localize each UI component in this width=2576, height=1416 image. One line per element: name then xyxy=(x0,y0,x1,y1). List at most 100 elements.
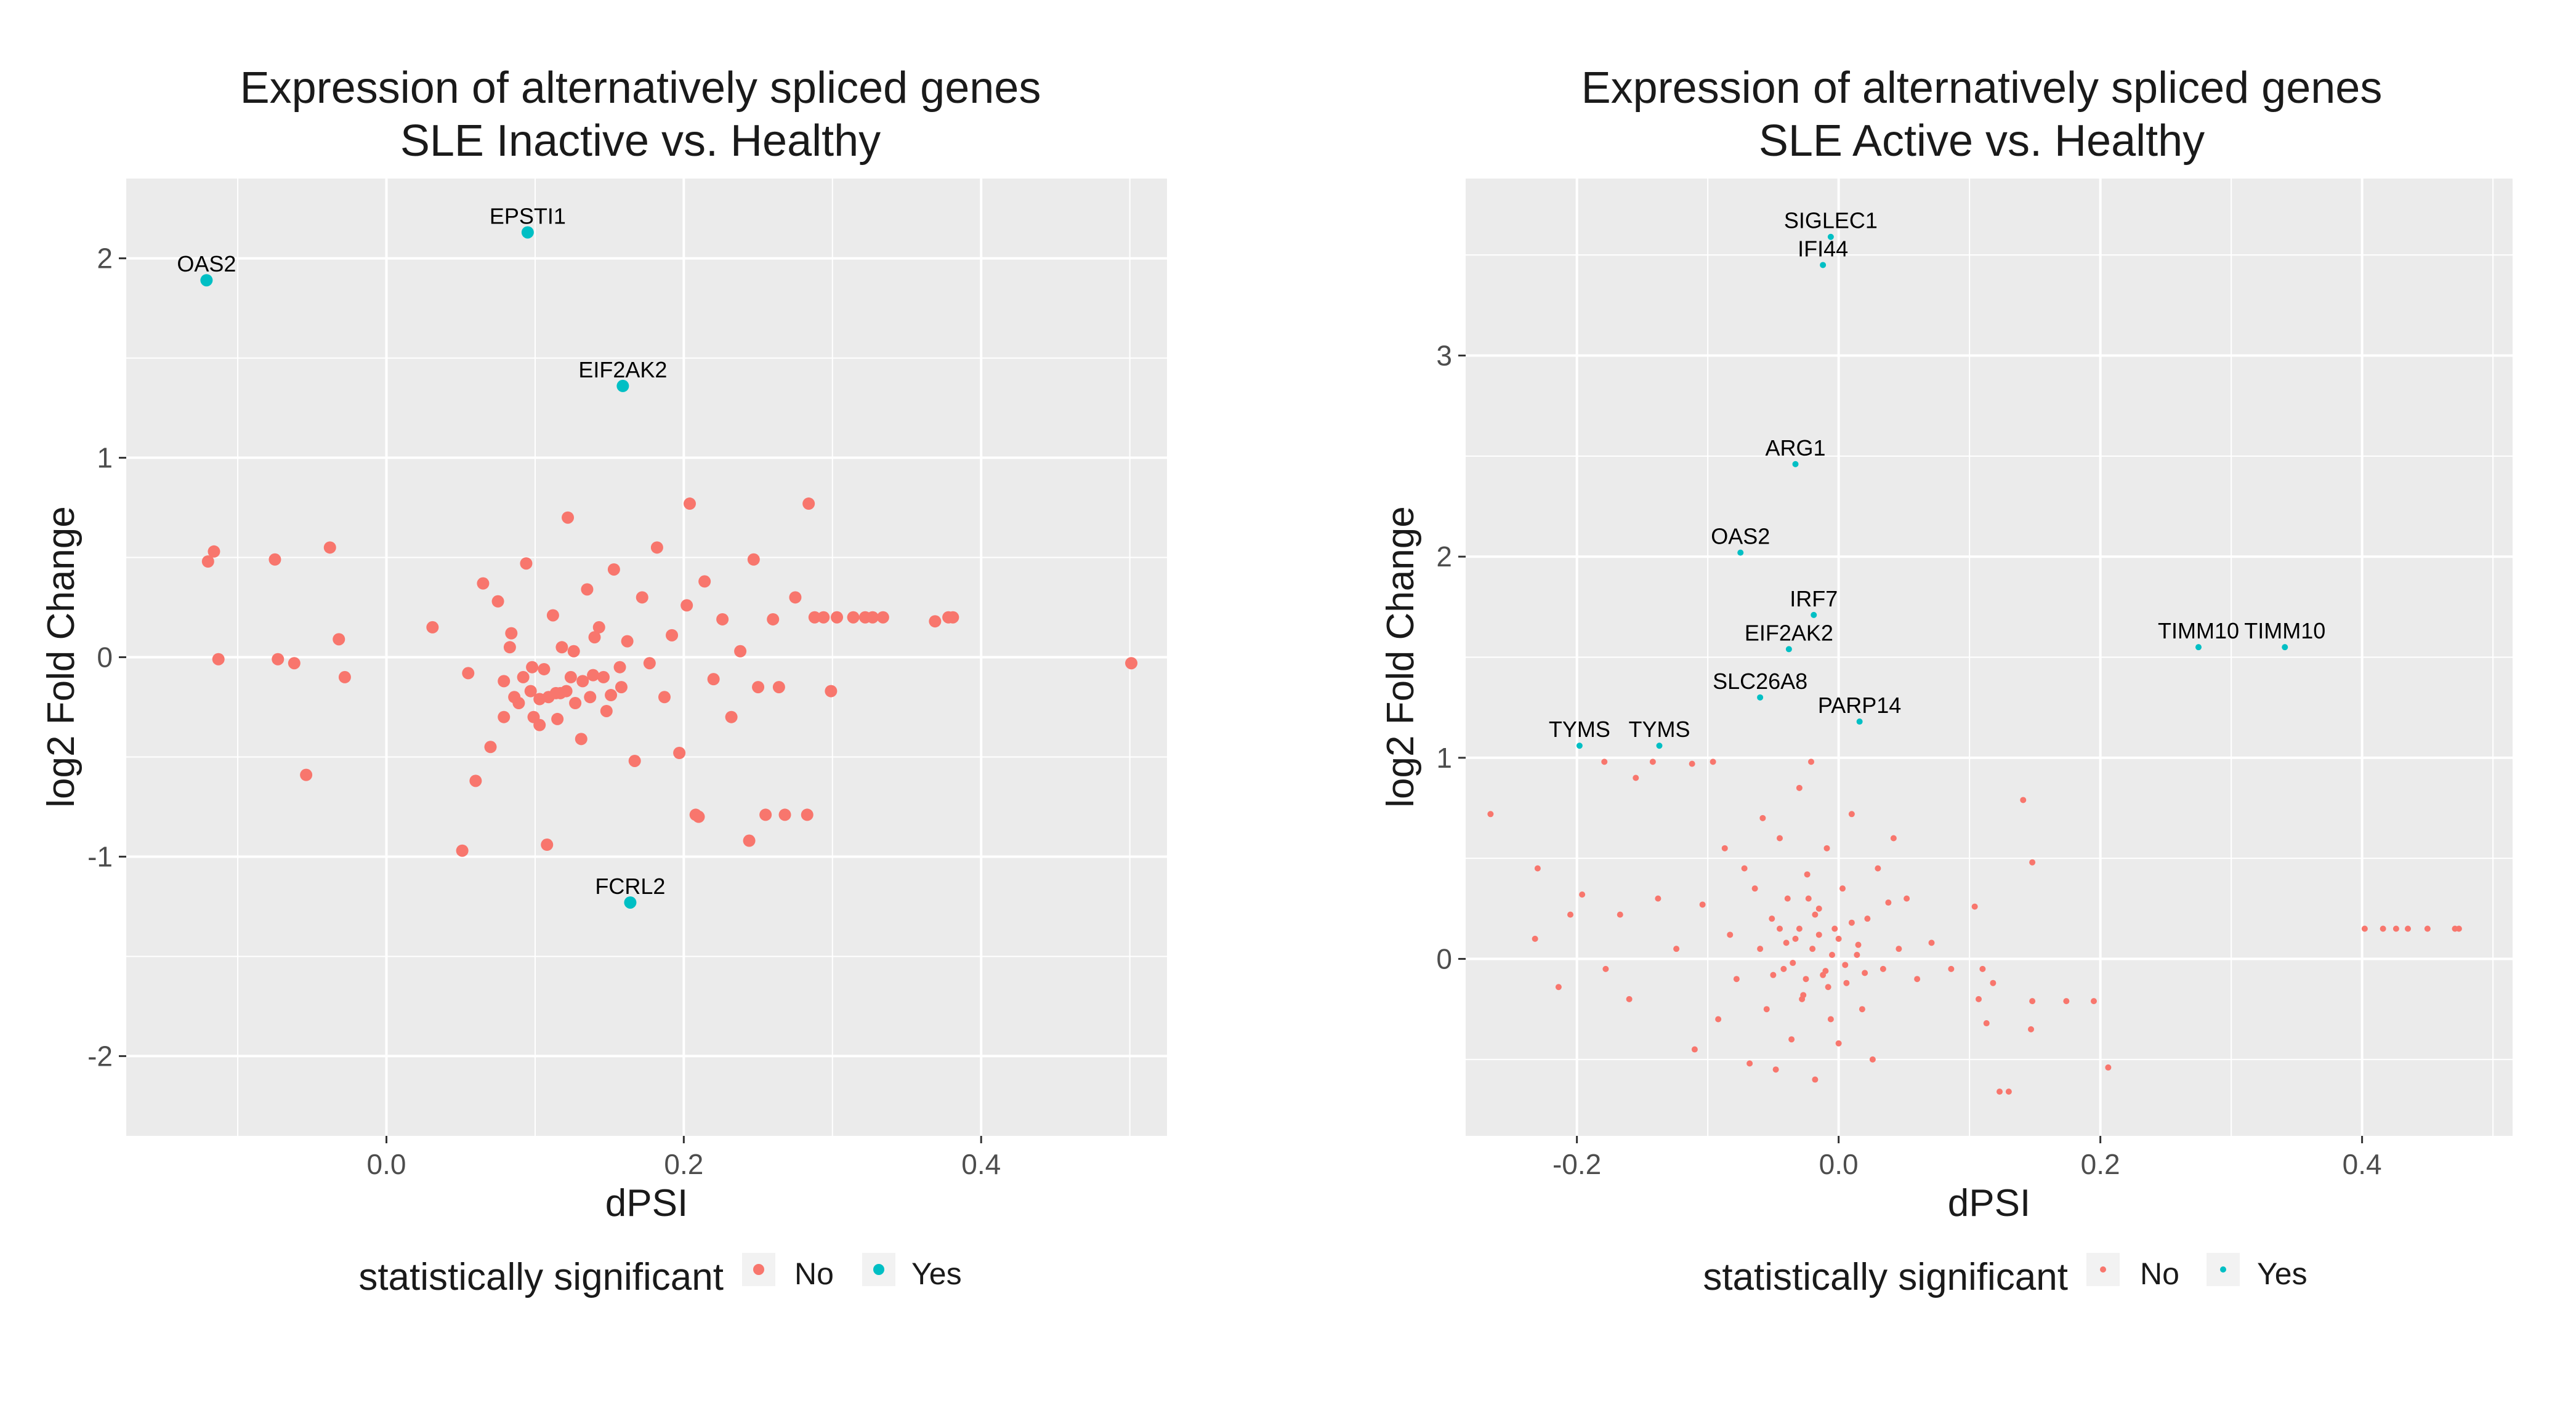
point-labels: SIGLEC1 IFI44 ARG1 OAS2 IRF7 EIF2AK2 SLC26A8 PA… xyxy=(1549,208,2325,742)
legend-marker-yes xyxy=(873,1264,884,1275)
point-significant xyxy=(1656,742,1663,749)
point-not-significant xyxy=(1803,976,1809,983)
point-not-significant xyxy=(1869,1056,1876,1063)
point-not-significant xyxy=(2105,1064,2112,1071)
point-not-significant xyxy=(1896,946,1902,952)
point-not-significant xyxy=(692,810,705,823)
point-not-significant xyxy=(621,635,634,648)
point-not-significant xyxy=(767,613,780,626)
gene-label: PARP14 xyxy=(1818,693,1901,718)
point-not-significant xyxy=(581,583,594,596)
legend-marker-no xyxy=(753,1264,764,1275)
point-not-significant xyxy=(498,710,511,723)
point-not-significant xyxy=(628,754,641,767)
point-not-significant xyxy=(1859,1006,1865,1013)
gene-label: ARG1 xyxy=(1765,435,1825,461)
point-not-significant xyxy=(503,641,516,654)
chart-title-line1: Expression of alternatively spliced gene… xyxy=(240,63,1041,113)
gene-label: TIMM10 xyxy=(2158,618,2239,643)
point-not-significant xyxy=(817,611,830,624)
point-not-significant xyxy=(1904,895,1910,902)
point-not-significant xyxy=(801,808,814,821)
point-not-significant xyxy=(527,710,540,723)
point-not-significant xyxy=(716,613,729,626)
point-not-significant xyxy=(1790,960,1796,967)
point-significant xyxy=(624,896,637,909)
x-tick-label: 0.2 xyxy=(2081,1148,2120,1180)
legend-title: statistically significant xyxy=(358,1256,724,1298)
point-not-significant xyxy=(1855,941,1862,948)
point-significant xyxy=(1576,742,1583,749)
point-not-significant xyxy=(747,553,760,566)
point-not-significant xyxy=(2028,1026,2034,1032)
point-not-significant xyxy=(1691,1046,1698,1053)
data-points xyxy=(1487,233,2462,1095)
point-not-significant xyxy=(1757,946,1764,952)
y-axis-label: log2 Fold Change xyxy=(40,506,83,807)
gene-label: EPSTI1 xyxy=(490,203,566,228)
point-not-significant xyxy=(1710,758,1716,765)
point-not-significant xyxy=(212,653,225,666)
point-not-significant xyxy=(1715,1016,1722,1023)
point-not-significant xyxy=(725,710,738,723)
point-not-significant xyxy=(2020,797,2027,803)
point-not-significant xyxy=(1928,939,1935,946)
point-not-significant xyxy=(520,557,533,570)
point-not-significant xyxy=(2392,925,2399,932)
point-not-significant xyxy=(743,834,756,847)
x-tick-label: 0.0 xyxy=(1819,1148,1859,1180)
point-not-significant xyxy=(643,657,656,670)
point-not-significant xyxy=(323,541,336,554)
point-not-significant xyxy=(1555,984,1562,991)
point-not-significant xyxy=(1751,885,1758,892)
point-not-significant xyxy=(551,712,564,725)
point-not-significant xyxy=(567,645,580,658)
point-not-significant xyxy=(680,599,693,612)
point-not-significant xyxy=(555,641,568,654)
point-not-significant xyxy=(1835,935,1842,942)
grid-lines xyxy=(1466,179,2513,1136)
point-not-significant xyxy=(2424,925,2431,932)
point-not-significant xyxy=(1721,845,1728,851)
point-significant xyxy=(1820,262,1827,268)
point-not-significant xyxy=(1827,1016,1834,1023)
point-not-significant xyxy=(1532,935,1538,942)
point-not-significant xyxy=(1890,835,1897,842)
point-not-significant xyxy=(1796,784,1803,791)
point-not-significant xyxy=(1626,996,1633,1002)
point-not-significant xyxy=(208,545,220,558)
point-not-significant xyxy=(517,670,530,683)
point-not-significant xyxy=(597,670,610,683)
point-not-significant xyxy=(1815,931,1822,938)
point-not-significant xyxy=(1804,871,1811,878)
point-not-significant xyxy=(1633,774,1639,781)
point-not-significant xyxy=(778,808,791,821)
point-not-significant xyxy=(288,657,301,670)
point-not-significant xyxy=(789,591,802,604)
point-not-significant xyxy=(1796,925,1803,932)
x-tick-label: 0.4 xyxy=(961,1148,1001,1180)
point-not-significant xyxy=(1125,657,1138,670)
point-not-significant xyxy=(588,631,601,644)
point-not-significant xyxy=(575,733,587,746)
grid-lines xyxy=(126,179,1167,1136)
point-not-significant xyxy=(1829,951,1835,958)
point-significant xyxy=(616,379,629,392)
point-not-significant xyxy=(526,661,539,674)
point-not-significant xyxy=(569,697,582,710)
point-not-significant xyxy=(1990,980,1997,986)
point-not-significant xyxy=(426,621,439,634)
x-axis-label: dPSI xyxy=(605,1182,688,1225)
axes: 0.0 0.2 0.4 -2 -1 0 1 2 xyxy=(87,243,1001,1180)
point-not-significant xyxy=(1673,946,1680,952)
point-not-significant xyxy=(1914,976,1921,983)
y-tick-label: 2 xyxy=(97,243,113,275)
point-not-significant xyxy=(549,686,562,699)
point-not-significant xyxy=(562,511,575,524)
point-not-significant xyxy=(658,691,671,704)
point-significant xyxy=(1792,461,1799,467)
legend-label-no: No xyxy=(794,1257,834,1291)
point-not-significant xyxy=(1699,901,1706,908)
point-not-significant xyxy=(1733,976,1740,983)
